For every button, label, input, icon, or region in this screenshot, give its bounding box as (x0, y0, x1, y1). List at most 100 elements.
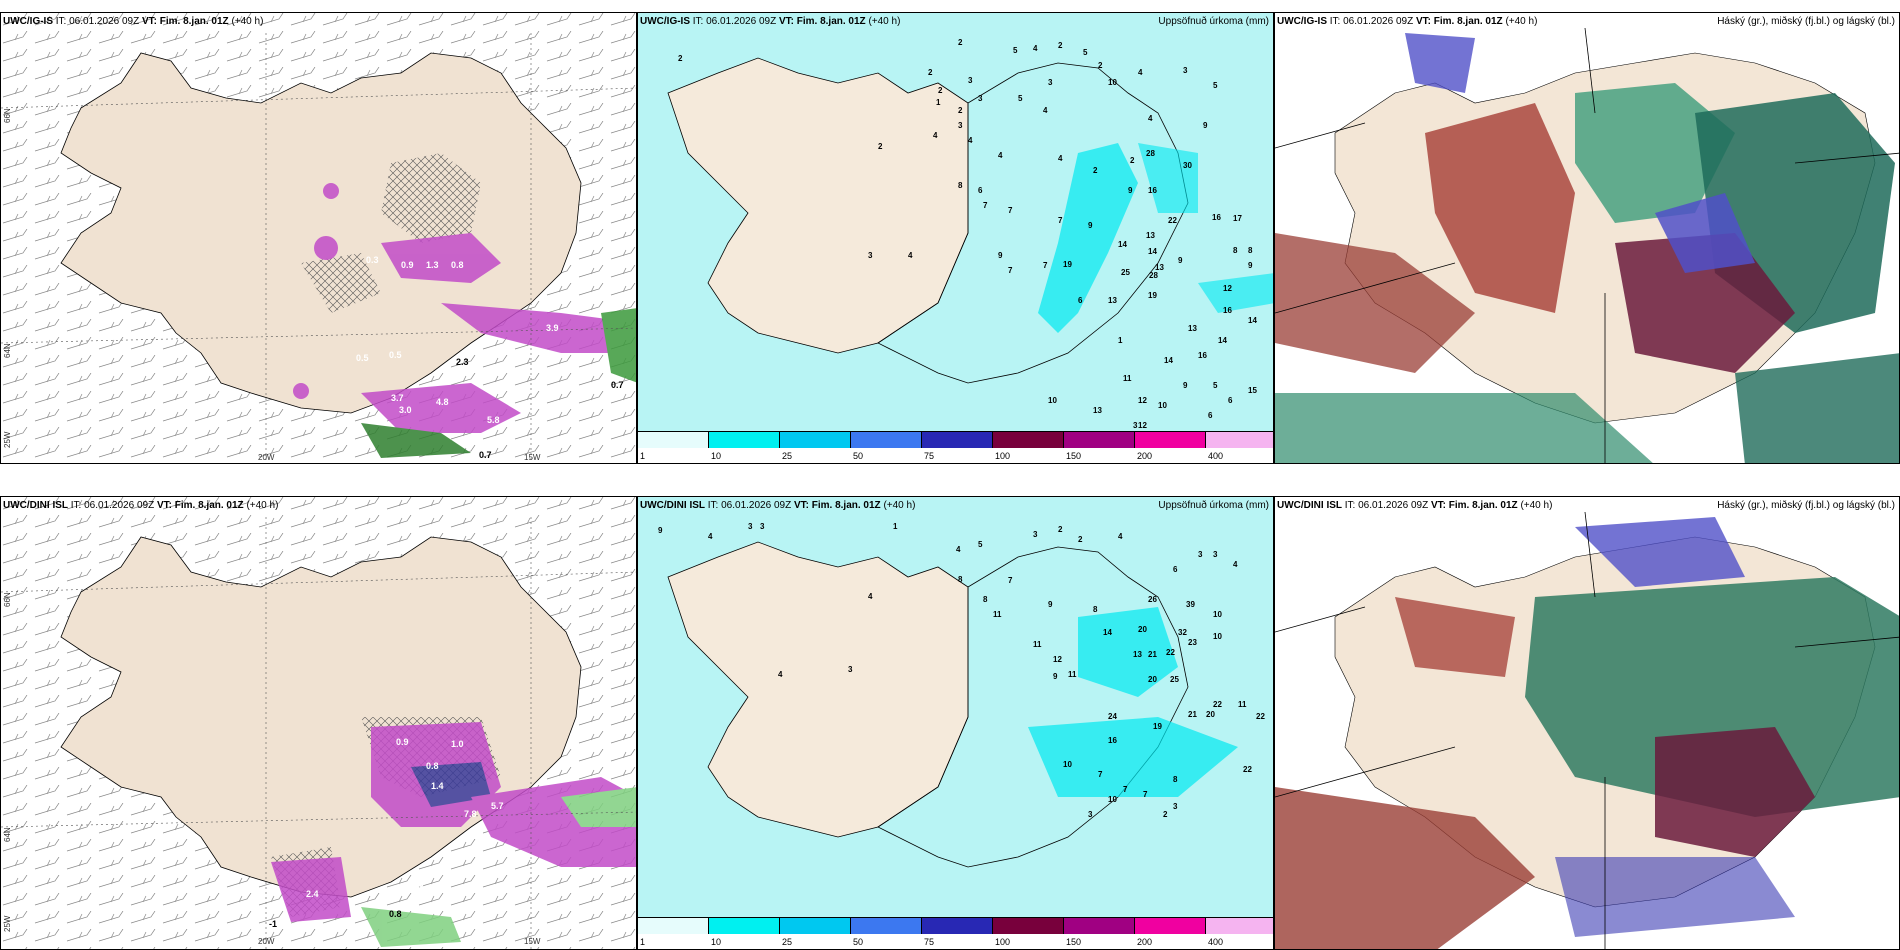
precip-value: 16 (1212, 213, 1221, 222)
precip-value: 7 (983, 201, 988, 210)
precip-value: 16 (1148, 186, 1157, 195)
precip-value: 3 (1133, 421, 1138, 430)
precip-value: 10 (1108, 78, 1117, 87)
colorbar-seg (1135, 432, 1206, 448)
colorbar-seg (1206, 432, 1273, 448)
precip-value: 3 (748, 522, 753, 531)
temp-label: 0.8 (451, 260, 464, 270)
precip-value: 11 (1033, 640, 1042, 649)
precip-value: 9 (1183, 381, 1188, 390)
precip-value: 8 (958, 181, 963, 190)
precip-value: 4 (933, 131, 938, 140)
precip-value: 4 (778, 670, 783, 679)
precip-value: 14 (1148, 247, 1157, 256)
precip-value: 11 (1068, 670, 1077, 679)
panel-header: UWC/IG-IS IT: 06.01.2026 09Z VT: Fim. 8.… (3, 16, 264, 27)
colorbar (638, 431, 1273, 448)
precip-value: 14 (1218, 336, 1227, 345)
colorbar-labels: 1 10 25 50 75 100 150 200 400 (640, 451, 1224, 461)
precip-value: 7 (1008, 266, 1013, 275)
precip-value: 3 (868, 251, 873, 260)
precip-value: 5 (1013, 46, 1018, 55)
lon-label: 20W (258, 453, 275, 462)
precip-value: 13 (1146, 231, 1155, 240)
precip-value: 2 (938, 86, 943, 95)
colorbar-seg (851, 918, 922, 934)
temp-labels: 0.9 1.3 0.8 0.3 3.9 2.3 0.5 0.5 3.7 3.0 … (356, 255, 624, 460)
precip-value: 14 (1103, 628, 1112, 637)
temp-label: 0.7 (611, 380, 624, 390)
precip-value: 4 (1118, 532, 1123, 541)
precip-value: 8 (958, 575, 963, 584)
precip-value: 1 (1118, 336, 1123, 345)
precip-value: 2 (928, 68, 933, 77)
colorbar-seg (638, 432, 709, 448)
precip-value: 4 (1138, 68, 1143, 77)
panel-ig-precip: UWC/IG-IS IT: 06.01.2026 09Z VT: Fim. 8.… (637, 12, 1274, 464)
precip-value: 12 (1138, 396, 1147, 405)
panel-header: UWC/IG-IS IT: 06.01.2026 09Z VT: Fim. 8.… (1277, 16, 1538, 27)
wind-temp-map: 0.9 1.0 0.8 1.4 7.8 5.7 2.4 0.3 0.8 -1 3… (1, 497, 636, 949)
cloud-title: Háský (gr.), miðský (fj.bl.) og lágský (… (1717, 500, 1895, 511)
precip-value: 3 (958, 121, 963, 130)
colorbar-seg (1206, 918, 1273, 934)
precip-value: 4 (968, 136, 973, 145)
precip-value: 1 (936, 98, 941, 107)
precip-value: 2 (1098, 61, 1103, 70)
precip-value: 11 (993, 610, 1002, 619)
temp-label: 1.3 (426, 260, 439, 270)
precip-value: 3 (978, 94, 983, 103)
precip-value: 7 (1043, 261, 1048, 270)
colorbar-seg (709, 918, 780, 934)
precip-value: 2 (878, 142, 883, 151)
cloud-title: Háský (gr.), miðský (fj.bl.) og lágský (… (1717, 16, 1895, 27)
precip-value: 13 (1188, 324, 1197, 333)
panel-header: UWC/DINI ISL IT: 06.01.2026 09Z VT: Fim.… (3, 500, 279, 511)
precip-value: 20 (1206, 710, 1215, 719)
precip-value: 19 (1153, 722, 1162, 731)
temp-label: 0.8 (426, 761, 439, 771)
precip-value: 4 (1058, 154, 1063, 163)
precip-value: 7 (1143, 790, 1148, 799)
precip-value: 3 (760, 522, 765, 531)
precip-value: 13 (1155, 263, 1164, 272)
panel-header: UWC/DINI ISL IT: 06.01.2026 09Z VT: Fim.… (640, 500, 916, 511)
precip-value: 22 (1256, 712, 1265, 721)
temp-label: 2.4 (306, 889, 319, 899)
panel-dini-cloud: UWC/DINI ISL IT: 06.01.2026 09Z VT: Fim.… (1274, 496, 1900, 950)
graticule (1, 33, 636, 463)
precip-value: 9 (1203, 121, 1208, 130)
temp-label: 2.3 (456, 357, 469, 367)
precip-value: 4 (1043, 106, 1048, 115)
colorbar-seg (1064, 432, 1135, 448)
precip-value: 16 (1108, 736, 1117, 745)
precip-value: 3 (848, 665, 853, 674)
precip-value: 9 (1178, 256, 1183, 265)
temp-label: 0.9 (396, 737, 409, 747)
precip-value: 3 (968, 76, 973, 85)
precip-value: 9 (1248, 261, 1253, 270)
precip-value: 19 (1148, 291, 1157, 300)
precip-title: Uppsöfnuð úrkoma (mm) (1158, 16, 1269, 27)
precip-value: 2 (958, 38, 963, 47)
precip-value: 4 (908, 251, 913, 260)
precip-value: 4 (1033, 44, 1038, 53)
precip-value: 4 (868, 592, 873, 601)
precip-value: 1 (893, 522, 898, 531)
precip-value: 4 (998, 151, 1003, 160)
colorbar-seg (780, 918, 851, 934)
temp-label: 0.8 (389, 909, 402, 919)
temp-label: -1 (269, 919, 277, 929)
precip-value: 10 (1213, 632, 1222, 641)
precip-value: 24 (1108, 712, 1117, 721)
panel-dini-precip: UWC/DINI ISL IT: 06.01.2026 09Z VT: Fim.… (637, 496, 1274, 950)
panel-header: UWC/IG-IS IT: 06.01.2026 09Z VT: Fim. 8.… (640, 16, 901, 27)
precip-value: 21 (1188, 710, 1197, 719)
precip-value: 23 (1188, 638, 1197, 647)
colorbar-seg (993, 918, 1064, 934)
colorbar-seg (780, 432, 851, 448)
precip-value: 9 (658, 526, 663, 535)
precip-value: 9 (1128, 186, 1133, 195)
precip-value: 9 (1053, 672, 1058, 681)
precip-value: 8 (983, 595, 988, 604)
